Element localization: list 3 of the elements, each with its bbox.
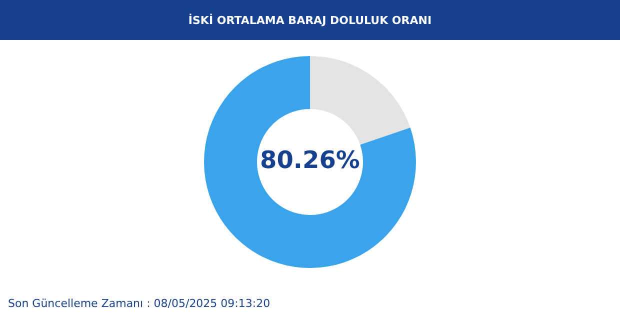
text: Son Güncelleme Zamanı : 08/05/2025 09:13:20 bbox=[8, 297, 270, 310]
chart-title: İSKİ ORTALAMA BARAJ DOLULUK ORANI bbox=[0, 0, 620, 40]
data-label: 80.26% bbox=[260, 146, 360, 174]
